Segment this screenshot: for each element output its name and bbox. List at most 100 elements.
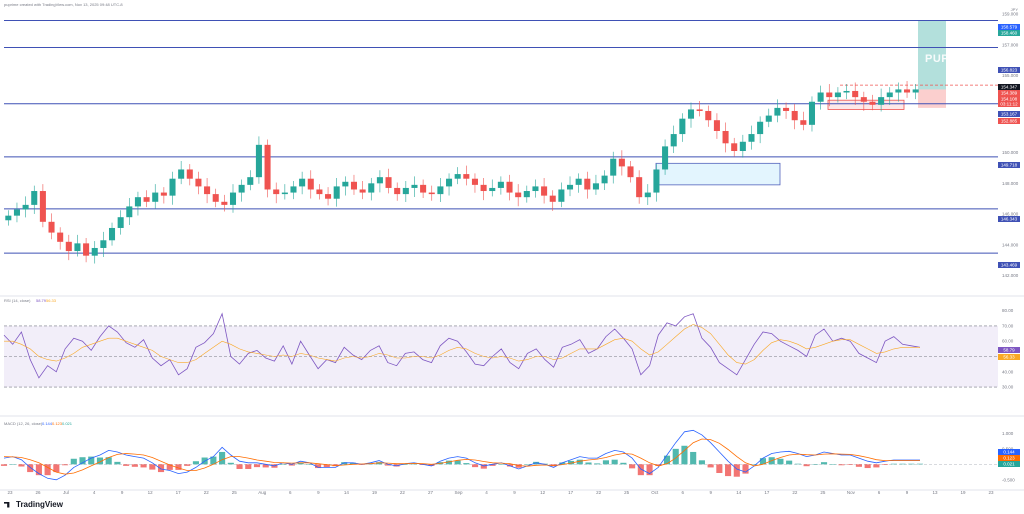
- macd-histogram-bar: [472, 464, 479, 468]
- x-axis-label: 25: [624, 490, 630, 495]
- macd-histogram-bar: [515, 464, 522, 468]
- candle-body: [834, 92, 841, 98]
- candle-body: [644, 192, 651, 198]
- x-axis-label: 9: [317, 490, 320, 495]
- candle-body: [238, 184, 245, 193]
- macd-histogram-bar: [829, 464, 836, 465]
- target-zone: [918, 20, 946, 90]
- candle-body: [100, 240, 107, 248]
- candle-body: [791, 110, 798, 121]
- candle-body: [134, 197, 141, 207]
- macd-value-tag: [998, 461, 1020, 467]
- macd-histogram-bar: [463, 463, 470, 465]
- macd-histogram-bar: [88, 456, 95, 465]
- price-marker-tag: [998, 84, 1020, 90]
- macd-legend-value: 0.123: [52, 421, 63, 426]
- macd-value-tag: [998, 455, 1020, 461]
- chart-caption: puprime created with TradingView.com, No…: [4, 2, 123, 7]
- candle-body: [670, 134, 677, 147]
- rsi-legend-value: 58.79: [36, 298, 47, 303]
- macd-histogram-bar: [786, 460, 793, 465]
- tradingview-brand[interactable]: TradingView: [4, 500, 63, 509]
- macd-histogram-bar: [315, 464, 322, 469]
- price-marker-label: 153.167: [1001, 112, 1018, 117]
- macd-histogram-bar: [184, 464, 191, 466]
- candle-body: [497, 181, 504, 188]
- candle-body: [368, 183, 375, 193]
- candle-body: [255, 144, 262, 178]
- candle-body: [783, 107, 790, 111]
- candle-body: [817, 92, 824, 102]
- candle-body: [636, 177, 643, 198]
- candle-body: [333, 186, 340, 199]
- x-axis-label: 6: [289, 490, 292, 495]
- price-tick-label: 146.000: [1002, 212, 1019, 217]
- price-marker-tag: [998, 216, 1020, 222]
- macd-histogram-bar: [0, 464, 8, 466]
- macd-histogram-bar: [123, 464, 130, 466]
- macd-histogram-bar: [149, 464, 156, 470]
- x-axis-label: 12: [540, 490, 546, 495]
- macd-histogram-bar: [751, 464, 758, 465]
- candle-body: [229, 192, 237, 205]
- candle-body: [610, 158, 617, 176]
- candle-body: [48, 221, 55, 233]
- macd-histogram-bar: [297, 462, 304, 465]
- macd-tick-label: 0.500: [1002, 446, 1014, 451]
- macd-histogram-bar: [873, 464, 880, 468]
- macd-histogram-bar: [576, 459, 583, 465]
- price-marker: 149.718: [998, 162, 1020, 168]
- candle-body: [376, 177, 383, 184]
- macd-histogram-bar: [899, 463, 906, 465]
- price-marker: 146.343: [998, 216, 1020, 222]
- macd-histogram-bar: [637, 464, 644, 476]
- candle-body: [696, 109, 703, 111]
- price-marker-tag: [998, 262, 1020, 268]
- candle-body: [428, 192, 435, 195]
- x-axis-label: 4: [93, 490, 96, 495]
- candle-body: [541, 186, 548, 196]
- candle-body: [446, 178, 453, 187]
- rsi-tick-label: 30.00: [1002, 385, 1014, 390]
- candle-body: [618, 158, 625, 167]
- price-marker: 156.823: [998, 67, 1020, 73]
- x-axis-label: 14: [344, 490, 350, 495]
- macd-histogram-bar: [236, 464, 243, 469]
- x-axis-label: 22: [400, 490, 406, 495]
- macd-histogram-bar: [742, 464, 749, 474]
- macd-histogram-bar: [803, 464, 810, 467]
- macd-histogram-bar: [882, 464, 889, 465]
- candle-body: [143, 197, 150, 202]
- macd-histogram-bar: [219, 451, 226, 465]
- macd-histogram-bar: [70, 458, 77, 465]
- x-axis-label: 9: [121, 490, 124, 495]
- macd-histogram-bar: [585, 462, 592, 465]
- candle-body: [506, 181, 513, 193]
- macd-histogram-bar: [288, 464, 295, 466]
- candle-body: [281, 192, 288, 195]
- macd-histogram-bar: [506, 464, 514, 467]
- price-marker-label: 158.579: [1001, 25, 1018, 30]
- x-axis-label: Aug: [258, 490, 267, 495]
- macd-histogram-bar: [812, 464, 819, 465]
- x-axis-label: 27: [428, 490, 434, 495]
- macd-histogram-bar: [192, 461, 199, 465]
- macd-histogram-bar: [393, 464, 400, 467]
- price-marker: 154.347: [998, 84, 1020, 90]
- macd-histogram-bar: [820, 462, 828, 465]
- x-axis-label: 13: [933, 490, 939, 495]
- macd-histogram-bar: [524, 464, 531, 465]
- candle-body: [83, 243, 90, 256]
- macd-title: MACD (12, 26, close): [4, 421, 43, 426]
- price-axis-background: [996, 0, 1024, 496]
- candle-body: [247, 177, 254, 185]
- macd-histogram-bar: [890, 463, 897, 465]
- x-axis-label: Jul: [63, 490, 69, 495]
- x-axis-label: 9: [906, 490, 909, 495]
- candle-body: [869, 101, 876, 105]
- rsi-value-tag: [998, 354, 1020, 360]
- macd-histogram-bar: [646, 464, 653, 476]
- candle-body: [549, 195, 556, 202]
- x-axis-label: 19: [372, 490, 378, 495]
